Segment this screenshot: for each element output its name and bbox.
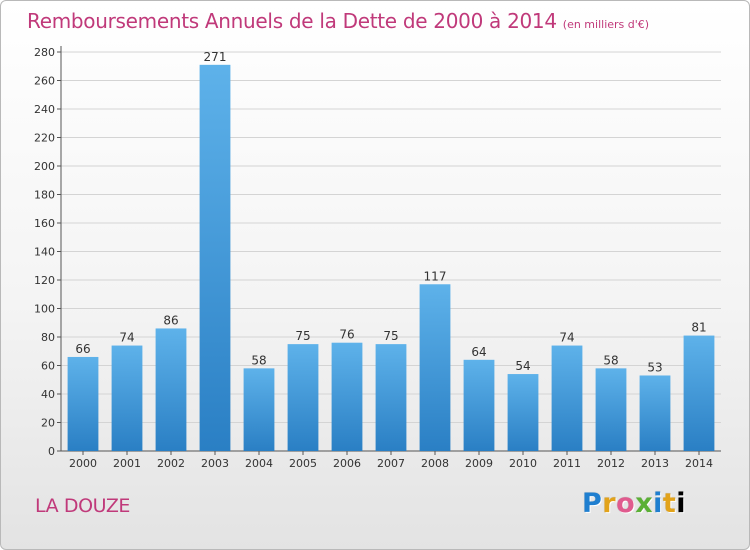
y-tick-label: 120 xyxy=(34,274,55,287)
data-label: 75 xyxy=(383,329,398,343)
bar xyxy=(375,344,407,451)
chart-unit: (en milliers d'€) xyxy=(562,18,650,31)
x-tick-label: 2009 xyxy=(465,457,493,470)
bar xyxy=(155,328,187,451)
y-tick-label: 280 xyxy=(34,46,55,59)
x-tick-label: 2000 xyxy=(69,457,97,470)
data-label: 54 xyxy=(515,359,530,373)
data-label: 74 xyxy=(559,331,574,345)
bar xyxy=(331,342,363,451)
bar xyxy=(463,359,495,451)
data-label: 74 xyxy=(119,331,134,345)
y-tick-label: 160 xyxy=(34,217,55,230)
y-tick-label: 0 xyxy=(48,445,55,458)
bars xyxy=(67,64,715,451)
data-label: 271 xyxy=(204,50,227,64)
data-label: 64 xyxy=(471,345,486,359)
x-tick-label: 2005 xyxy=(289,457,317,470)
x-tick-label: 2006 xyxy=(333,457,361,470)
x-tick-label: 2013 xyxy=(641,457,669,470)
y-tick-labels: 0 20 40 60 80 100 120 140 160 180 200 220 240 260 280 xyxy=(34,46,55,458)
x-tick-label: 2001 xyxy=(113,457,141,470)
bar xyxy=(419,284,451,451)
data-label: 53 xyxy=(647,360,662,374)
x-tick-label: 2007 xyxy=(377,457,405,470)
y-tick-label: 260 xyxy=(34,75,55,88)
y-tick-label: 220 xyxy=(34,132,55,145)
data-label: 76 xyxy=(339,328,354,342)
bar xyxy=(243,368,275,451)
x-tick-labels: 2000 2001 2002 2003 2004 2005 2006 2007 2008 2009… xyxy=(69,457,713,470)
data-label: 66 xyxy=(75,342,90,356)
proxiti-logo: Proxiti xyxy=(582,488,687,519)
location-label: LA DOUZE xyxy=(35,495,131,517)
x-tick-label: 2012 xyxy=(597,457,625,470)
chart-title: Remboursements Annuels de la Dette de 20… xyxy=(27,9,649,33)
bar xyxy=(67,356,99,451)
y-tick-label: 40 xyxy=(41,388,55,401)
bar xyxy=(595,368,627,451)
data-labels: 66 74 86 271 58 75 76 75 117 64 54 74 58 53 81 xyxy=(75,50,706,375)
y-tick-label: 240 xyxy=(34,103,55,116)
x-tick-label: 2010 xyxy=(509,457,537,470)
data-label: 117 xyxy=(424,269,447,283)
x-tick-label: 2008 xyxy=(421,457,449,470)
y-tick-label: 180 xyxy=(34,189,55,202)
x-tick-label: 2003 xyxy=(201,457,229,470)
y-tick-label: 140 xyxy=(34,246,55,259)
bar xyxy=(507,374,539,451)
data-label: 58 xyxy=(603,353,618,367)
data-label: 86 xyxy=(163,313,178,327)
bar xyxy=(111,345,143,451)
y-tick-label: 200 xyxy=(34,160,55,173)
bar xyxy=(683,335,715,451)
y-tick-label: 20 xyxy=(41,417,55,430)
data-label: 81 xyxy=(691,321,706,335)
y-tick-label: 100 xyxy=(34,303,55,316)
bar xyxy=(551,345,583,451)
data-label: 58 xyxy=(251,353,266,367)
x-tick-label: 2014 xyxy=(685,457,713,470)
bar xyxy=(287,344,319,451)
x-tick-label: 2011 xyxy=(553,457,581,470)
x-tick-label: 2002 xyxy=(157,457,185,470)
chart-title-text: Remboursements Annuels de la Dette de 20… xyxy=(27,9,557,33)
x-tick-label: 2004 xyxy=(245,457,273,470)
data-label: 75 xyxy=(295,329,310,343)
bar xyxy=(639,375,671,451)
y-tick-label: 60 xyxy=(41,360,55,373)
y-tick-label: 80 xyxy=(41,331,55,344)
bar xyxy=(199,64,231,451)
